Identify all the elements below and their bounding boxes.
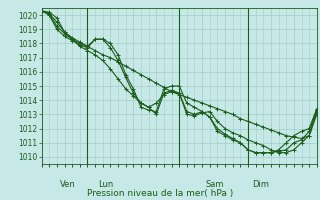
Text: Dim: Dim bbox=[252, 180, 269, 189]
Text: Ven: Ven bbox=[60, 180, 76, 189]
Text: Sam: Sam bbox=[205, 180, 224, 189]
Text: Lun: Lun bbox=[98, 180, 113, 189]
Text: Pression niveau de la mer( hPa ): Pression niveau de la mer( hPa ) bbox=[87, 189, 233, 198]
